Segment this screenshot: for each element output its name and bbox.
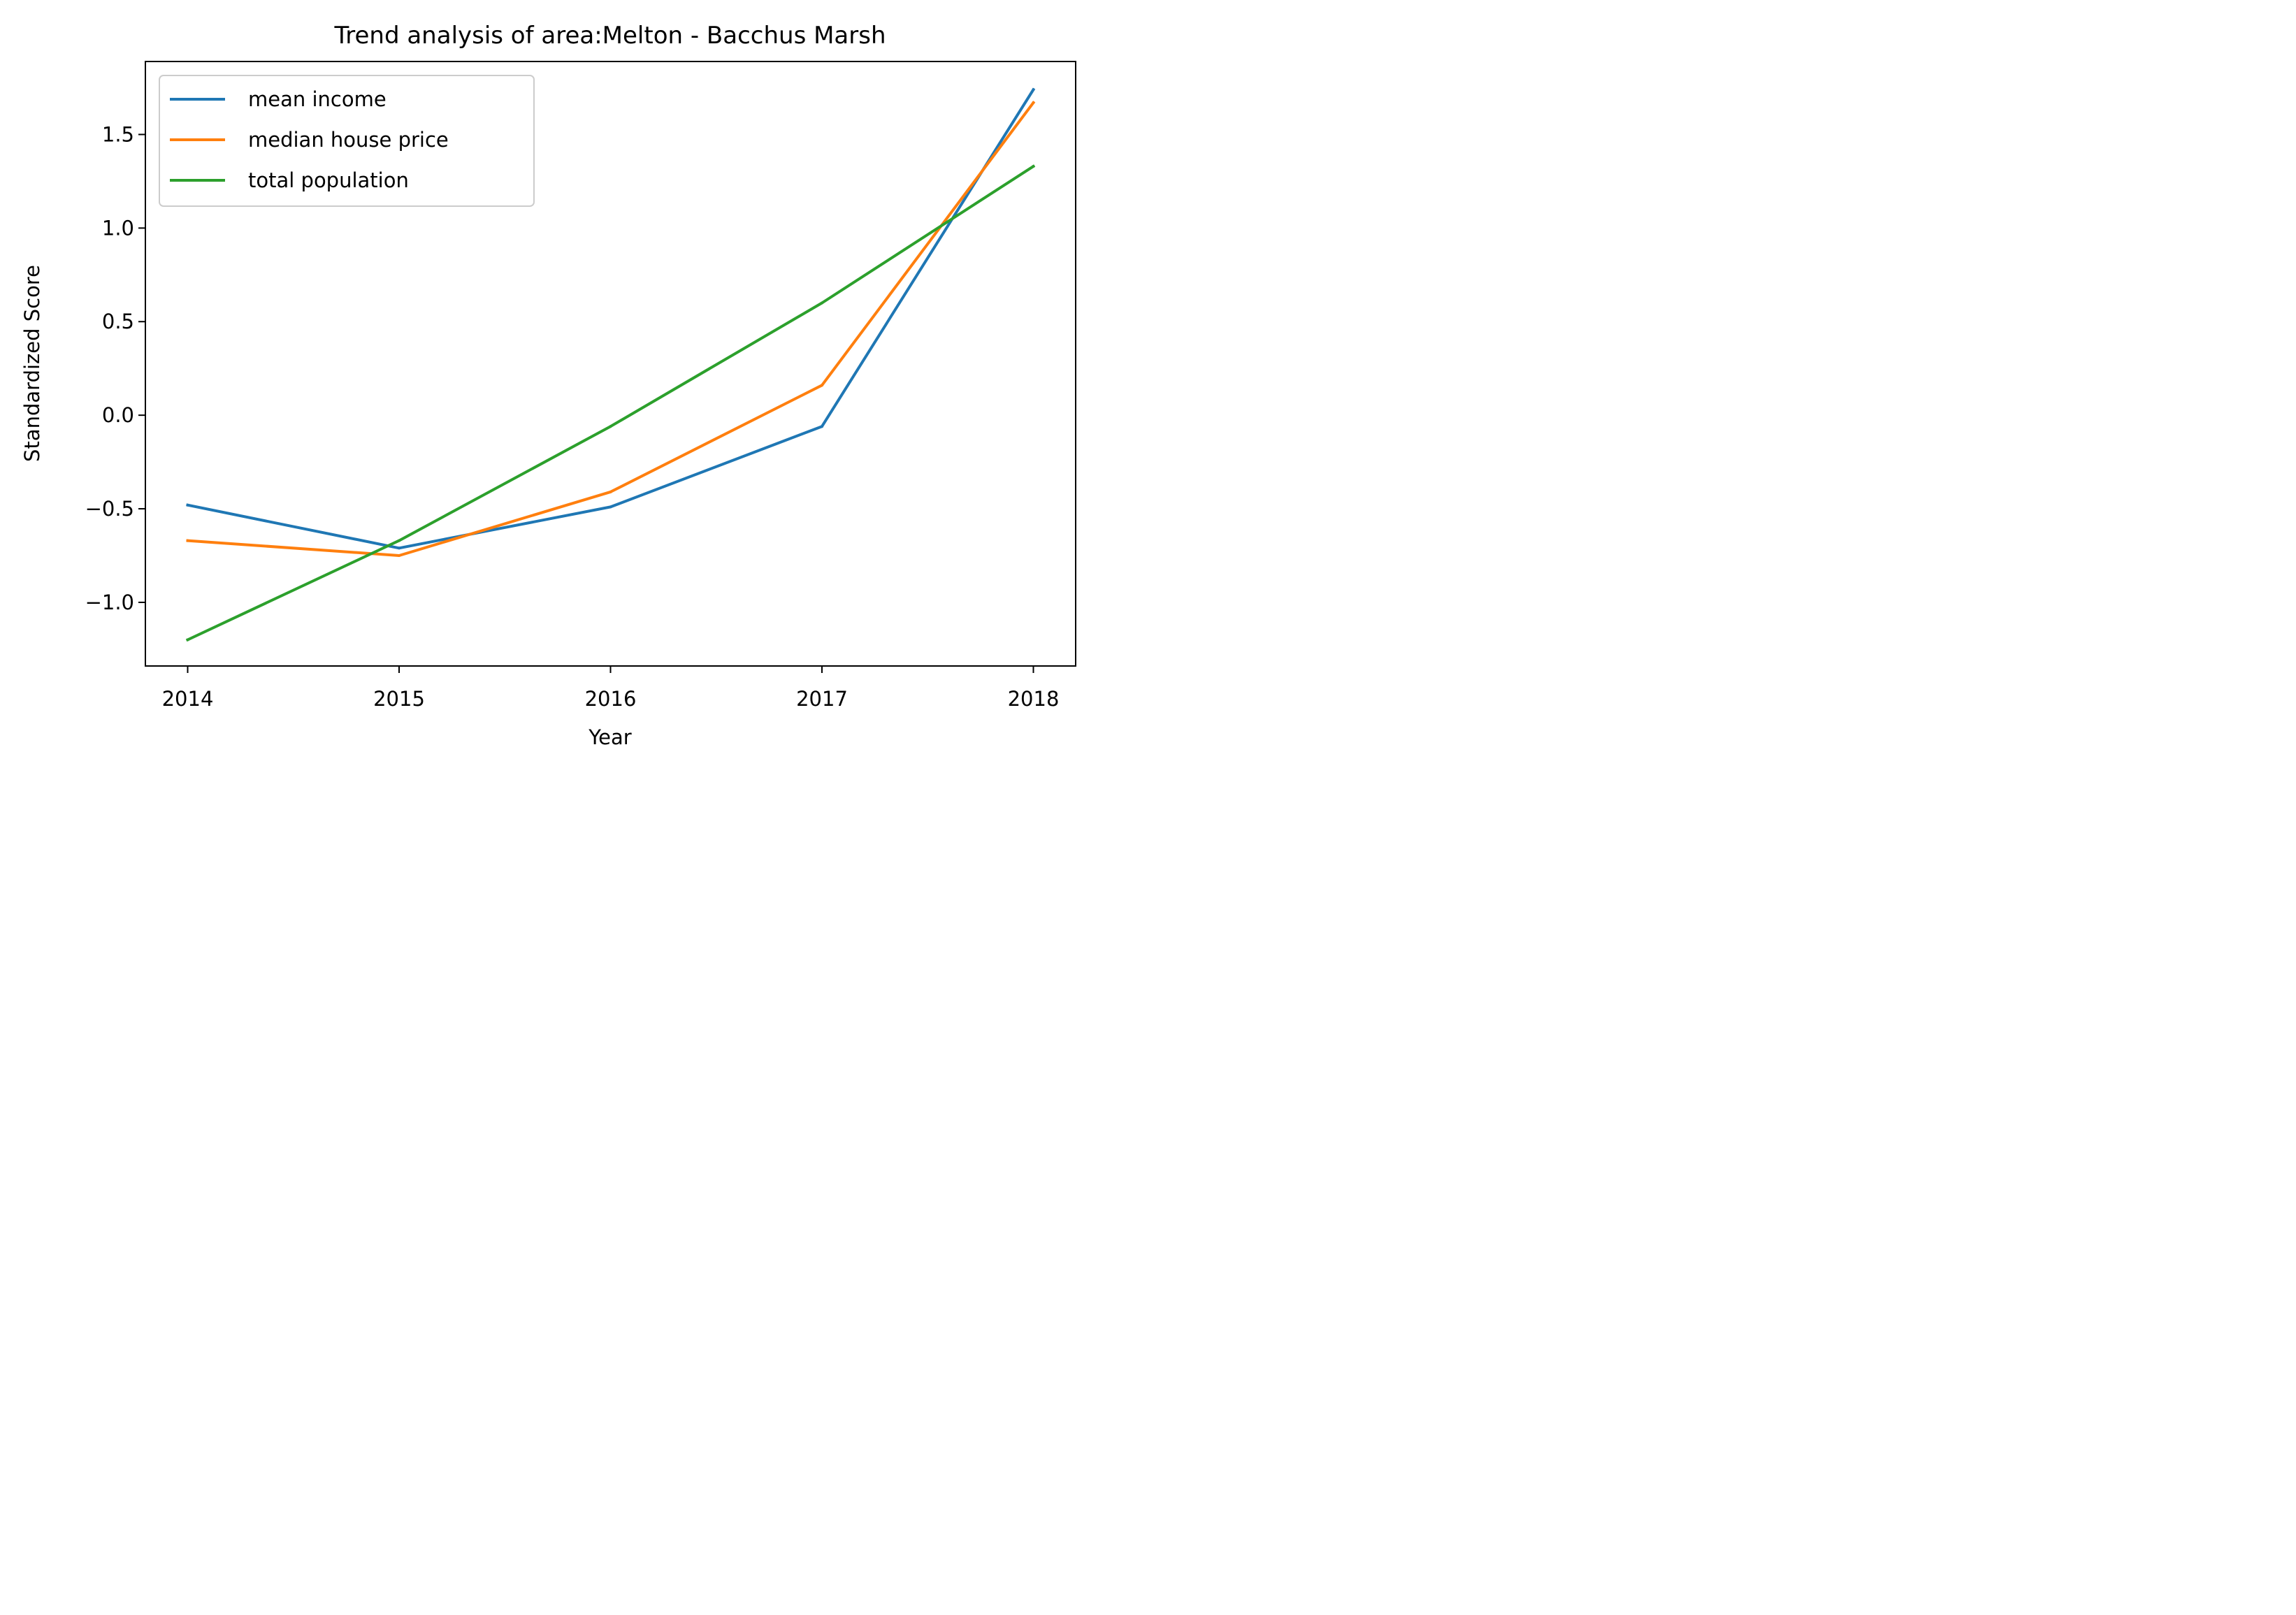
chart-title: Trend analysis of area:Melton - Bacchus … [333,22,886,50]
data-point-total-population [186,638,189,642]
y-axis-label: Standardized Score [20,265,44,462]
data-point-total-population [1032,164,1035,168]
x-tick-label: 2018 [1008,687,1060,711]
legend-label: total population [248,168,409,192]
y-tick-label: −1.0 [85,591,134,614]
data-point-median-house-price [609,490,612,493]
data-point-median-house-price [1032,101,1035,104]
legend-label: median house price [248,128,449,152]
x-axis-label: Year [588,725,631,749]
y-axis: −1.0 −0.5 0.0 0.5 1.0 1.5 [85,122,145,614]
data-point-median-house-price [186,539,189,542]
data-point-total-population [609,425,612,428]
legend: mean income median house price total popul… [159,75,535,207]
y-tick-label: 1.0 [102,216,134,240]
legend-label: mean income [248,87,387,111]
line-chart: Trend analysis of area:Melton - Bacchus … [0,0,1093,769]
x-tick-label: 2015 [373,687,425,711]
data-point-median-house-price [821,384,823,387]
y-tick-label: 0.5 [102,310,134,333]
x-tick-label: 2017 [796,687,848,711]
data-point-mean-income [398,546,400,550]
data-point-mean-income [1032,88,1035,92]
data-point-total-population [821,301,823,305]
x-tick-label: 2016 [585,687,637,711]
data-point-mean-income [186,503,189,507]
x-tick-label: 2014 [162,687,214,711]
data-point-mean-income [821,425,823,428]
series-layer [185,87,1036,642]
y-tick-label: 1.5 [102,122,134,146]
data-point-mean-income [609,505,612,509]
data-point-median-house-price [398,553,400,557]
legend-box [159,75,535,207]
data-point-total-population [398,539,400,542]
y-tick-label: 0.0 [102,403,134,427]
x-axis: 2014 2015 2016 2017 2018 [162,666,1060,711]
y-tick-label: −0.5 [85,497,134,521]
